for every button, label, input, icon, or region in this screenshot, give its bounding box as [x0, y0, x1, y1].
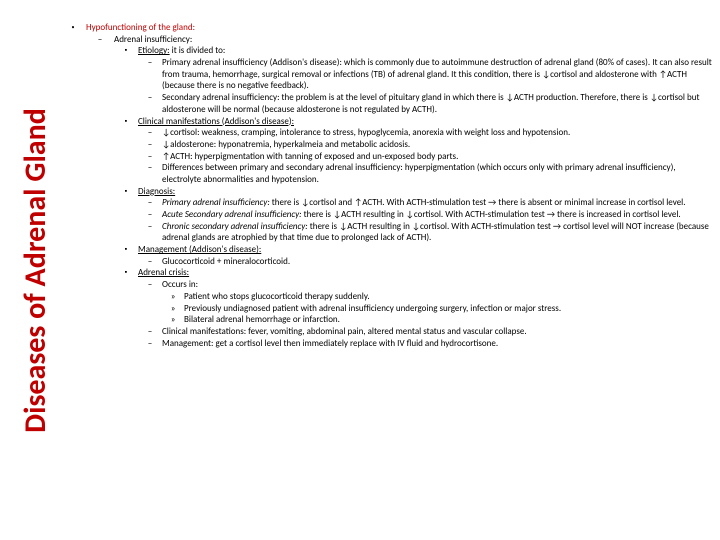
bullet-level-2: Etiology: it is divided to:Primary adren… — [114, 45, 714, 115]
raquo-icon — [162, 303, 184, 315]
bullet-body: Clinical manifestations (Addison's disea… — [138, 116, 714, 186]
bullet-body: Primary adrenal insufficiency: there is … — [162, 197, 714, 209]
bullet-body: Glucocorticoid + mineralocorticoid. — [162, 256, 714, 268]
bullet-level-3: Differences between primary and secondar… — [138, 162, 714, 185]
bullet-body: Primary adrenal insufficiency (Addison's… — [162, 57, 714, 92]
bullet-body: Hypofunctioning of the gland:Adrenal ins… — [86, 22, 714, 349]
bullet-body: ↓aldosterone: hyponatremia, hyperkalmeia… — [162, 139, 714, 151]
square-icon — [114, 116, 138, 186]
dash-icon — [138, 151, 162, 163]
dash-icon — [138, 209, 162, 221]
bullet-text: Glucocorticoid + mineralocorticoid. — [162, 256, 714, 268]
bullet-text: Adrenal crisis: — [138, 267, 714, 279]
bullet-text: Secondary adrenal insufficiency: the pro… — [162, 92, 714, 115]
bullet-text: ↑ACTH: hyperpigmentation with tanning of… — [162, 151, 714, 163]
bullet-level-3: Acute Secondary adrenal insufficiency: t… — [138, 209, 714, 221]
bullet-level-3: Primary adrenal insufficiency: there is … — [138, 197, 714, 209]
bullet-text: Diagnosis: — [138, 186, 714, 198]
bullet-body: Management (Addison's disease):Glucocort… — [138, 244, 714, 267]
square-icon — [114, 267, 138, 349]
bullet-level-3: Primary adrenal insufficiency (Addison's… — [138, 57, 714, 92]
bullet-level-3: Glucocorticoid + mineralocorticoid. — [138, 256, 714, 268]
bullet-level-3: ↑ACTH: hyperpigmentation with tanning of… — [138, 151, 714, 163]
bullet-body: Bilateral adrenal hemorrhage or infarcti… — [184, 314, 714, 326]
square-icon — [114, 186, 138, 244]
bullet-text: Management: get a cortisol level then im… — [162, 338, 714, 350]
dash-icon — [138, 139, 162, 151]
bullet-body: Adrenal insufficiency:Etiology: it is di… — [114, 34, 714, 350]
bullet-level-3: Chronic secondary adrenal insufficiency:… — [138, 221, 714, 244]
bullet-level-2: Clinical manifestations (Addison's disea… — [114, 116, 714, 186]
bullet-level-3: ↓aldosterone: hyponatremia, hyperkalmeia… — [138, 139, 714, 151]
bullet-level-4: Patient who stops glucocorticoid therapy… — [162, 291, 714, 303]
bullet-body: Acute Secondary adrenal insufficiency: t… — [162, 209, 714, 221]
bullet-body: Secondary adrenal insufficiency: the pro… — [162, 92, 714, 115]
bullet-body: Patient who stops glucocorticoid therapy… — [184, 291, 714, 303]
raquo-icon — [162, 314, 184, 326]
bullet-body: ↓cortisol: weakness, cramping, intoleran… — [162, 127, 714, 139]
bullet-text: Previously undiagnosed patient with adre… — [184, 303, 714, 315]
bullet-level-3: ↓cortisol: weakness, cramping, intoleran… — [138, 127, 714, 139]
bullet-level-2: Adrenal crisis:Occurs in:Patient who sto… — [114, 267, 714, 349]
bullet-level-3: Management: get a cortisol level then im… — [138, 338, 714, 350]
square-icon — [114, 244, 138, 267]
dash-icon — [138, 256, 162, 268]
bullet-text: Bilateral adrenal hemorrhage or infarcti… — [184, 314, 714, 326]
bullet-level-1: Adrenal insufficiency:Etiology: it is di… — [86, 34, 714, 350]
bullet-level-4: Bilateral adrenal hemorrhage or infarcti… — [162, 314, 714, 326]
bullet-text: Management (Addison's disease): — [138, 244, 714, 256]
bullet-text: Clinical manifestations: fever, vomiting… — [162, 326, 714, 338]
bullet-text: ↓cortisol: weakness, cramping, intoleran… — [162, 127, 714, 139]
bullet-level-4: Previously undiagnosed patient with adre… — [162, 303, 714, 315]
bullet-text: Differences between primary and secondar… — [162, 162, 714, 185]
raquo-icon — [162, 291, 184, 303]
bullet-text: Occurs in: — [162, 279, 714, 291]
bullet-text: Chronic secondary adrenal insufficiency:… — [162, 221, 714, 244]
dash-icon — [138, 338, 162, 350]
bullet-text: Hypofunctioning of the gland: — [86, 22, 714, 34]
dash-icon — [138, 279, 162, 326]
dash-icon — [138, 221, 162, 244]
bullet-text: ↓aldosterone: hyponatremia, hyperkalmeia… — [162, 139, 714, 151]
dash-icon — [138, 57, 162, 92]
bullet-body: Diagnosis:Primary adrenal insufficiency:… — [138, 186, 714, 244]
content-area: Hypofunctioning of the gland:Adrenal ins… — [60, 22, 714, 534]
dash-icon — [138, 162, 162, 185]
bullet-text: Primary adrenal insufficiency (Addison's… — [162, 57, 714, 92]
bullet-body: ↑ACTH: hyperpigmentation with tanning of… — [162, 151, 714, 163]
dash-icon — [138, 127, 162, 139]
bullet-body: Chronic secondary adrenal insufficiency:… — [162, 221, 714, 244]
bullet-text: Clinical manifestations (Addison's disea… — [138, 116, 714, 128]
bullet-body: Occurs in:Patient who stops glucocortico… — [162, 279, 714, 326]
dash-icon — [86, 34, 114, 350]
bullet-body: Etiology: it is divided to:Primary adren… — [138, 45, 714, 115]
bullet-level-0: Hypofunctioning of the gland:Adrenal ins… — [60, 22, 714, 349]
vertical-title: Diseases of Adrenal Gland — [10, 0, 60, 540]
bullet-level-3: Occurs in:Patient who stops glucocortico… — [138, 279, 714, 326]
dash-icon — [138, 326, 162, 338]
square-icon — [114, 45, 138, 115]
bullet-body: Clinical manifestations: fever, vomiting… — [162, 326, 714, 338]
bullet-text: Primary adrenal insufficiency: there is … — [162, 197, 714, 209]
bullet-level-2: Diagnosis:Primary adrenal insufficiency:… — [114, 186, 714, 244]
bullet-body: Differences between primary and secondar… — [162, 162, 714, 185]
dot-icon — [60, 22, 86, 349]
bullet-text: Patient who stops glucocorticoid therapy… — [184, 291, 714, 303]
bullet-body: Previously undiagnosed patient with adre… — [184, 303, 714, 315]
bullet-level-3: Clinical manifestations: fever, vomiting… — [138, 326, 714, 338]
bullet-body: Adrenal crisis:Occurs in:Patient who sto… — [138, 267, 714, 349]
bullet-text: Adrenal insufficiency: — [114, 34, 714, 46]
bullet-level-3: Secondary adrenal insufficiency: the pro… — [138, 92, 714, 115]
dash-icon — [138, 92, 162, 115]
vertical-title-text: Diseases of Adrenal Gland — [17, 108, 54, 433]
bullet-text: Acute Secondary adrenal insufficiency: t… — [162, 209, 714, 221]
bullet-text: Etiology: it is divided to: — [138, 45, 714, 57]
slide: Diseases of Adrenal Gland Hypofunctionin… — [0, 0, 720, 540]
bullet-body: Management: get a cortisol level then im… — [162, 338, 714, 350]
bullet-level-2: Management (Addison's disease):Glucocort… — [114, 244, 714, 267]
dash-icon — [138, 197, 162, 209]
